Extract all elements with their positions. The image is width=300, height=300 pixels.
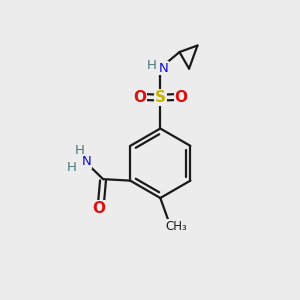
Text: O: O	[174, 89, 188, 104]
Text: S: S	[155, 90, 166, 105]
Text: H: H	[147, 59, 157, 72]
Text: H: H	[75, 144, 85, 157]
Text: CH₃: CH₃	[165, 220, 187, 233]
Text: O: O	[133, 89, 146, 104]
Text: N: N	[82, 155, 91, 168]
Text: H: H	[67, 161, 76, 174]
Text: O: O	[92, 201, 105, 216]
Text: N: N	[159, 61, 169, 75]
